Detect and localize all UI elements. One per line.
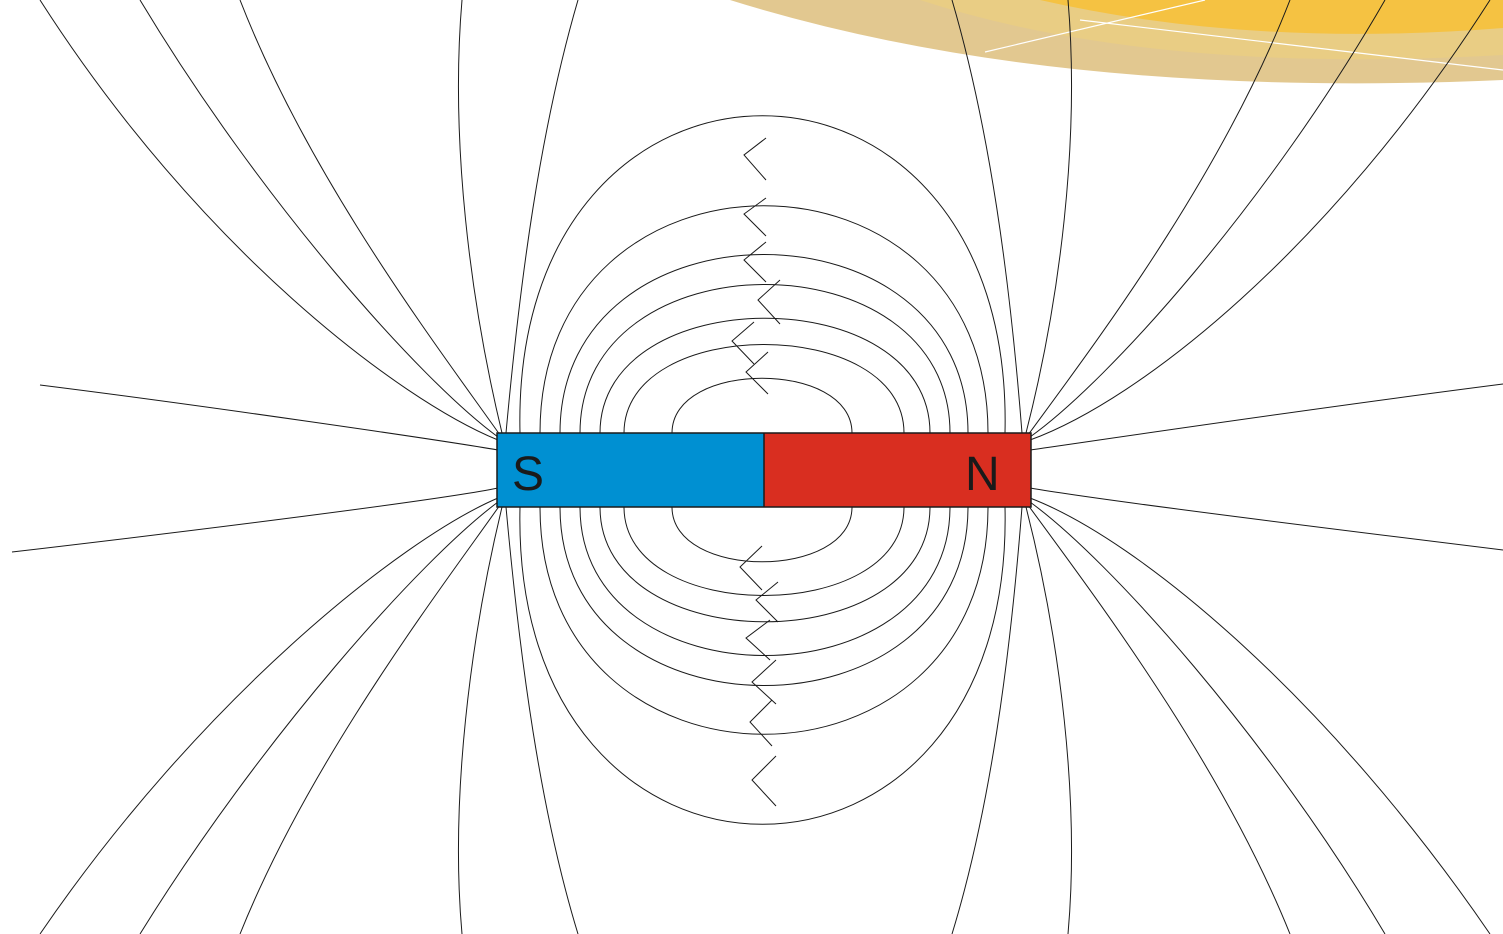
field-line-south-6	[457, 0, 503, 434]
arrow-bottom-1	[739, 545, 763, 591]
field-line-loop-top-6	[539, 205, 989, 434]
arrow-top-5	[731, 321, 755, 365]
field-line-loop-top-5	[559, 254, 969, 434]
field-line-south-3	[39, 0, 499, 441]
field-line-loop-top-3	[599, 317, 931, 434]
field-line-south-8	[39, 497, 499, 934]
field-line-loop-top-2	[623, 344, 905, 434]
arrow-top-1	[743, 137, 767, 181]
field-line-north-8	[1029, 497, 1491, 934]
arrow-top-4	[757, 279, 781, 325]
arrow-top-2	[743, 197, 767, 237]
field-line-south-5	[239, 0, 501, 436]
magnet-outline	[496, 432, 1032, 508]
field-line-north-7	[951, 0, 1023, 434]
field-line-north-9	[1029, 501, 1386, 934]
field-line-south-1	[39, 384, 499, 451]
field-line-loop-bottom-3	[599, 506, 931, 623]
field-line-loop-bottom-2	[623, 506, 905, 596]
field-line-loop-bottom-5	[559, 506, 969, 686]
field-line-south-7	[505, 0, 579, 434]
south-pole	[497, 433, 764, 507]
field-line-south-10	[239, 504, 501, 934]
bar-magnet: S N	[496, 432, 1032, 508]
arrow-bottom-6	[751, 755, 777, 807]
arrow-bottom-5	[749, 699, 773, 747]
field-line-loop-bottom-7	[519, 506, 1006, 825]
field-line-loop-bottom-6	[539, 506, 989, 735]
field-line-loop-top-7	[519, 115, 1006, 434]
field-line-south-2	[11, 487, 499, 553]
arrow-top-6	[745, 351, 769, 395]
arrow-top-3	[743, 241, 767, 283]
field-line-north-2	[1029, 487, 1503, 551]
field-line-north-6	[1025, 0, 1072, 434]
field-line-south-12	[505, 506, 579, 934]
field-line-north-10	[1027, 504, 1291, 934]
arrow-bottom-3	[745, 619, 771, 661]
north-label: N	[965, 448, 1000, 501]
corner-decoration	[730, 0, 1503, 84]
arrow-bottom-4	[751, 659, 777, 705]
field-line-north-1	[1029, 383, 1503, 451]
field-line-north-5	[1027, 0, 1291, 436]
field-line-south-11	[457, 506, 503, 934]
field-line-south-4	[139, 0, 499, 438]
field-line-loop-top-4	[579, 284, 951, 434]
direction-arrows	[731, 137, 781, 807]
arrow-bottom-2	[755, 581, 779, 623]
field-lines	[11, 0, 1503, 934]
field-line-loop-bottom-1	[671, 506, 853, 563]
north-pole	[764, 433, 1031, 507]
field-line-south-9	[139, 501, 499, 934]
south-label: S	[512, 448, 544, 501]
field-line-north-12	[951, 506, 1023, 934]
field-line-north-11	[1025, 506, 1072, 934]
field-line-north-3	[1029, 0, 1491, 441]
field-line-north-4	[1029, 0, 1386, 438]
field-line-loop-top-1	[671, 377, 853, 434]
